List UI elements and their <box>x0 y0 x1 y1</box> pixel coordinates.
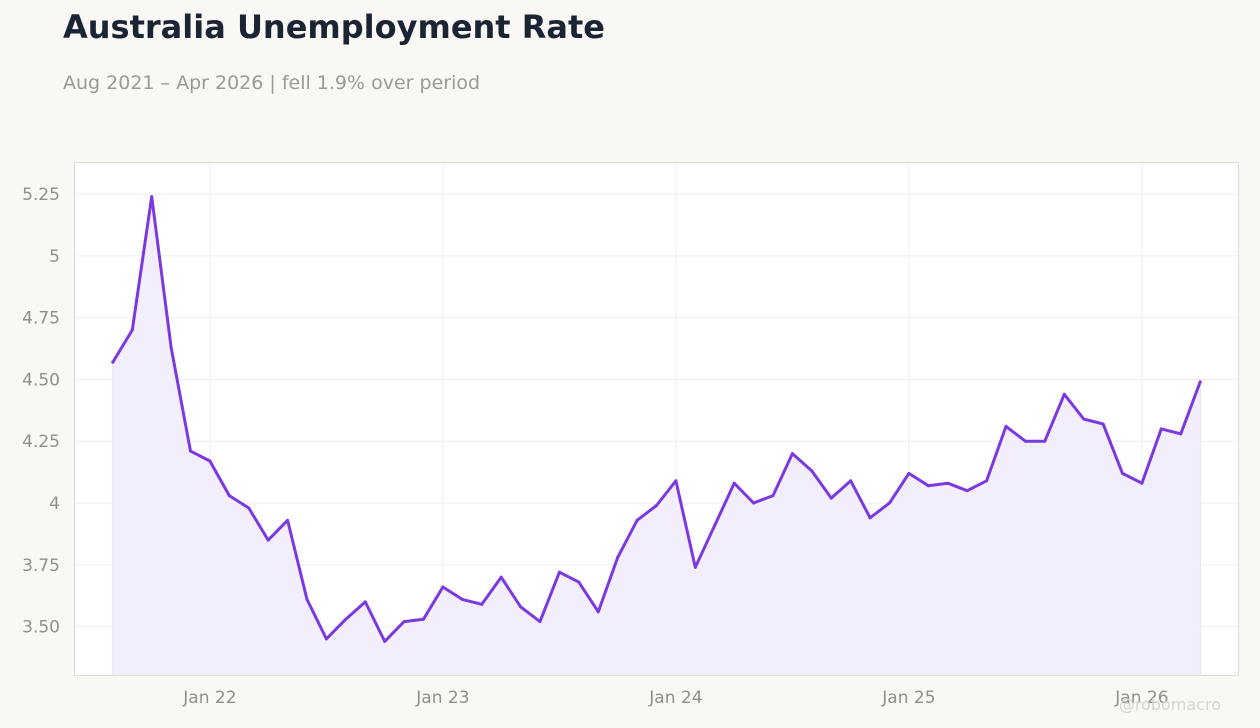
data-point <box>810 469 814 473</box>
y-tick-label: 5 <box>49 247 60 267</box>
data-point <box>635 518 639 522</box>
data-point <box>227 494 231 498</box>
data-point <box>829 496 833 500</box>
y-tick-label: 3.50 <box>22 618 60 638</box>
data-point <box>169 345 173 349</box>
data-point <box>1121 471 1124 475</box>
data-point <box>1140 481 1144 485</box>
data-point <box>674 479 678 483</box>
data-point <box>596 610 600 614</box>
x-axis-ticks: Jan 22 Jan 23 Jan 24 Jan 25 Jan 26 <box>182 688 1168 708</box>
data-point <box>247 506 251 510</box>
y-axis-ticks: 3.50 3.75 4 4.25 4.50 4.75 5 5.25 <box>22 185 60 637</box>
data-point <box>557 570 561 574</box>
data-point <box>460 597 464 601</box>
chart-title: Australia Unemployment Rate <box>63 8 605 46</box>
data-point <box>402 620 406 624</box>
data-point <box>849 479 853 483</box>
data-point <box>1023 439 1027 443</box>
data-point <box>965 489 969 493</box>
data-point <box>111 360 115 364</box>
y-tick-label: 5.25 <box>22 185 60 205</box>
data-point <box>480 602 484 606</box>
data-point <box>150 195 154 199</box>
data-point <box>538 620 542 624</box>
x-tick-label: Jan 23 <box>415 688 469 708</box>
y-tick-label: 4 <box>49 494 60 514</box>
watermark: @robomacro <box>1119 695 1221 714</box>
data-point <box>1082 417 1086 421</box>
data-point <box>713 523 717 527</box>
data-points <box>111 195 1202 643</box>
chart-subtitle: Aug 2021 – Apr 2026 | fell 1.9% over per… <box>63 72 481 94</box>
data-point <box>519 605 523 609</box>
data-point <box>441 585 445 589</box>
data-point <box>985 479 989 483</box>
data-point <box>499 575 503 579</box>
data-point <box>344 617 348 621</box>
data-point <box>693 565 697 569</box>
x-tick-label: Jan 26 <box>1114 688 1168 708</box>
data-point <box>1043 439 1047 443</box>
data-point <box>266 538 270 542</box>
plot-frame <box>74 162 1239 676</box>
data-point <box>771 494 775 498</box>
data-point <box>577 580 581 584</box>
data-point <box>1004 424 1008 428</box>
data-point <box>1198 380 1202 384</box>
data-point <box>305 597 309 601</box>
y-tick-label: 4.75 <box>22 309 60 329</box>
data-point <box>1062 392 1066 396</box>
data-point <box>208 459 212 463</box>
y-tick-label: 4.50 <box>22 370 60 390</box>
data-point <box>888 501 891 505</box>
data-point <box>1101 422 1105 426</box>
data-point <box>130 328 134 332</box>
x-tick-label: Jan 22 <box>182 688 236 708</box>
data-point <box>383 639 387 643</box>
data-point <box>946 481 950 485</box>
data-point <box>616 555 620 559</box>
x-tick-label: Jan 24 <box>648 688 702 708</box>
data-point <box>422 617 425 621</box>
data-point <box>324 637 328 641</box>
data-point <box>655 503 658 507</box>
data-point <box>926 484 930 488</box>
data-point <box>868 516 872 520</box>
area-fill <box>112 196 1201 676</box>
data-point <box>189 449 192 453</box>
data-point <box>363 600 367 604</box>
y-tick-label: 3.75 <box>22 556 60 576</box>
data-point <box>286 518 290 522</box>
y-tick-label: 4.25 <box>22 432 60 452</box>
x-tick-label: Jan 25 <box>881 688 935 708</box>
data-point <box>732 481 736 485</box>
data-point <box>1159 427 1163 431</box>
data-point <box>1179 432 1183 436</box>
data-point <box>752 501 756 505</box>
data-point <box>790 452 794 456</box>
data-point <box>907 471 911 475</box>
